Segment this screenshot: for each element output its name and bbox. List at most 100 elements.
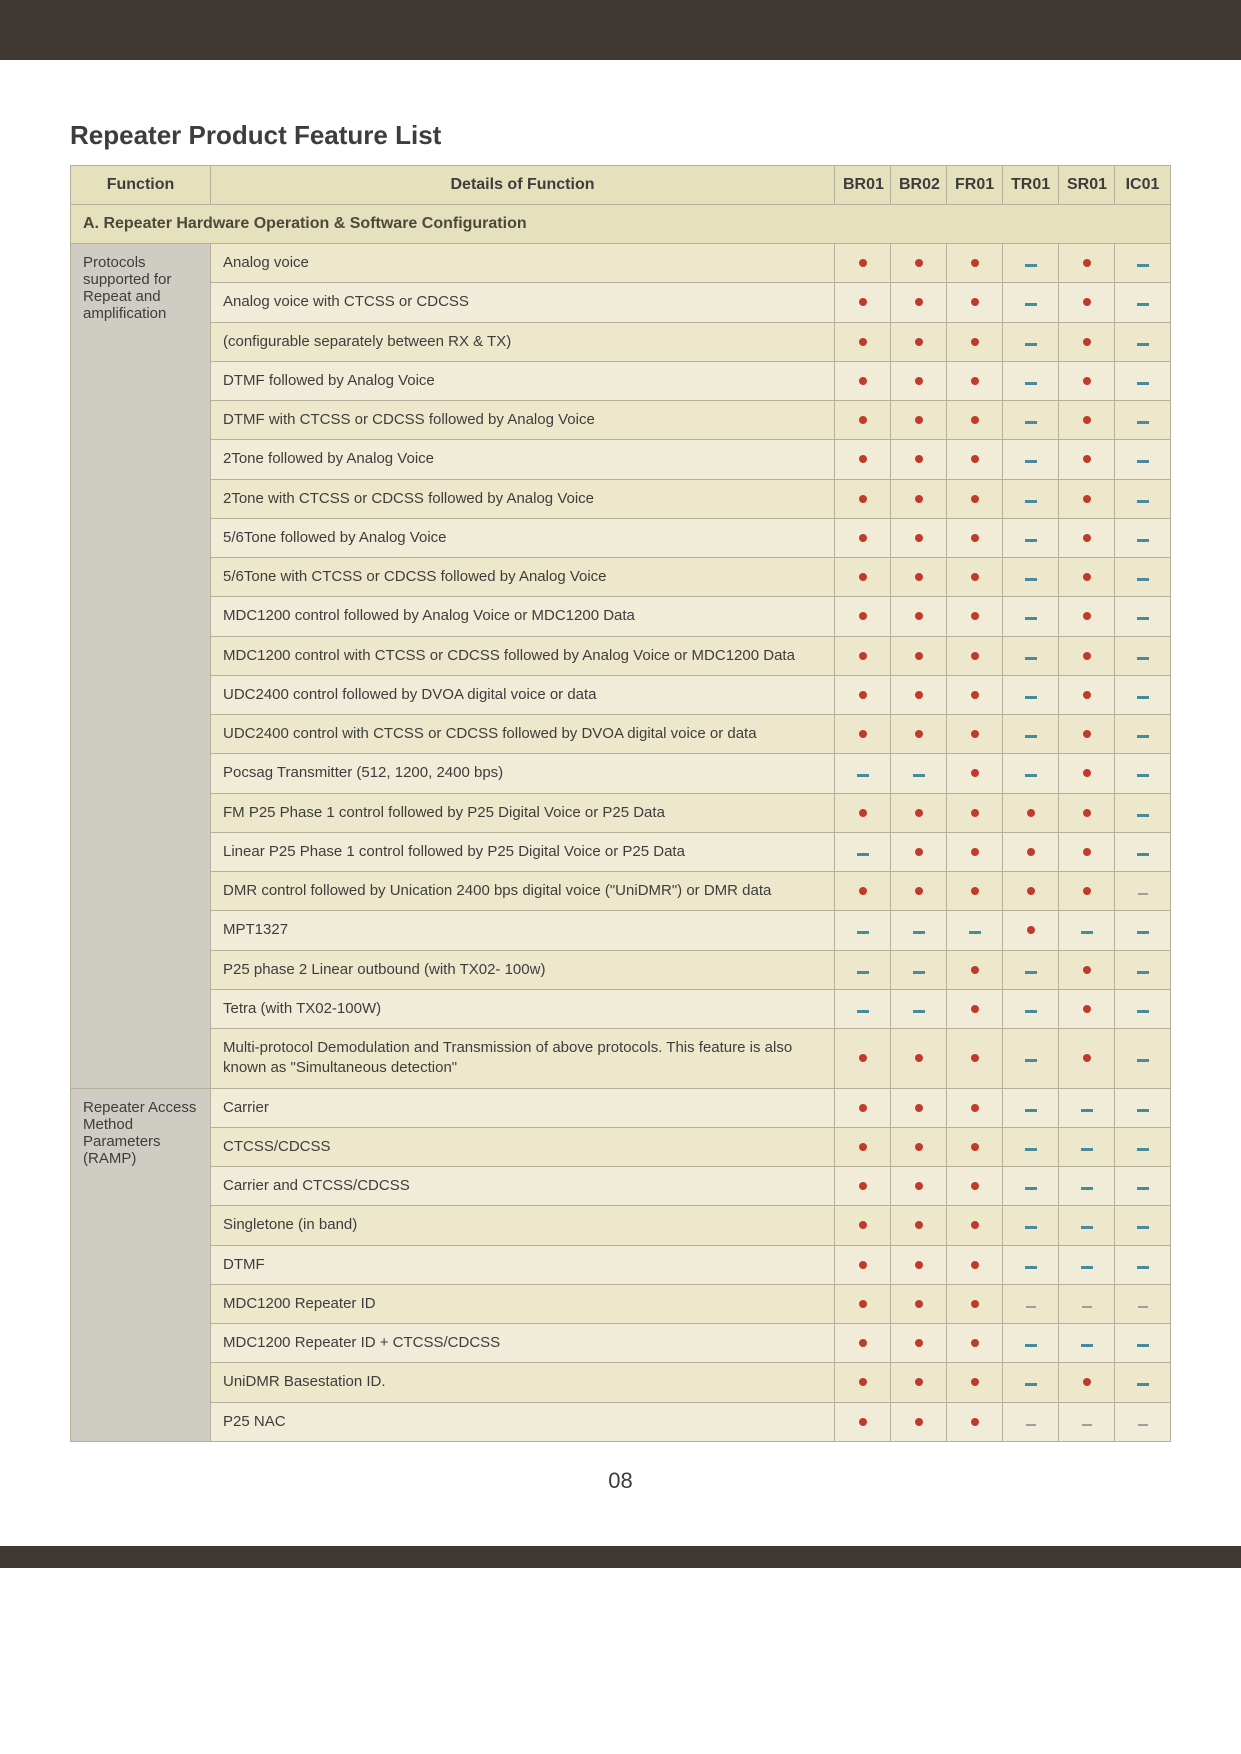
supported-dot-icon: [859, 652, 867, 660]
mark-cell: [947, 1402, 1003, 1441]
detail-cell: UniDMR Basestation ID.: [211, 1363, 835, 1402]
mark-cell: [891, 1324, 947, 1363]
mark-cell: [1003, 793, 1059, 832]
supported-dot-icon: [971, 769, 979, 777]
supported-dot-icon: [971, 338, 979, 346]
table-row: CTCSS/CDCSS: [71, 1127, 1171, 1166]
not-supported-dash-icon: [1137, 774, 1149, 777]
supported-dot-icon: [1027, 848, 1035, 856]
supported-dot-icon: [971, 1104, 979, 1112]
not-supported-dash-icon: [1137, 1226, 1149, 1229]
mark-cell: [1115, 597, 1171, 636]
table-row: Singletone (in band): [71, 1206, 1171, 1245]
detail-cell: FM P25 Phase 1 control followed by P25 D…: [211, 793, 835, 832]
mark-cell: [947, 636, 1003, 675]
mark-cell: [891, 675, 947, 714]
table-row: Carrier and CTCSS/CDCSS: [71, 1167, 1171, 1206]
mark-cell: [1003, 1088, 1059, 1127]
supported-dot-icon: [1083, 573, 1091, 581]
table-row: UniDMR Basestation ID.: [71, 1363, 1171, 1402]
mark-cell: [1003, 440, 1059, 479]
mark-cell: [835, 989, 891, 1028]
mark-cell: [891, 832, 947, 871]
not-supported-dash-icon: [1025, 343, 1037, 346]
mark-cell: [1115, 872, 1171, 911]
not-supported-dash-icon: [1137, 303, 1149, 306]
mark-cell: [947, 401, 1003, 440]
mark-cell: [835, 872, 891, 911]
mark-cell: [1115, 754, 1171, 793]
mark-cell: [947, 989, 1003, 1028]
mark-cell: [835, 754, 891, 793]
mark-cell: [1059, 675, 1115, 714]
mark-cell: [947, 715, 1003, 754]
not-supported-dash-icon: [1137, 1187, 1149, 1190]
mark-cell: [1003, 1324, 1059, 1363]
mark-cell: [891, 1127, 947, 1166]
not-supported-dash-icon: [1025, 578, 1037, 581]
not-supported-dash-icon: [1025, 735, 1037, 738]
mark-cell: [891, 1284, 947, 1323]
mark-cell: [1115, 989, 1171, 1028]
mark-cell: [947, 754, 1003, 793]
not-supported-dash-icon: [1137, 1383, 1149, 1386]
supported-dot-icon: [859, 298, 867, 306]
not-supported-dash-icon: [1081, 1226, 1093, 1229]
mark-cell: [947, 597, 1003, 636]
detail-cell: Analog voice: [211, 244, 835, 283]
supported-dot-icon: [971, 887, 979, 895]
supported-dot-icon: [1083, 887, 1091, 895]
mark-cell: [1003, 558, 1059, 597]
not-supported-dash-icon: [1025, 1148, 1037, 1151]
detail-cell: P25 NAC: [211, 1402, 835, 1441]
mark-cell: [835, 1029, 891, 1089]
not-supported-dash-icon: [1137, 1059, 1149, 1062]
table-row: FM P25 Phase 1 control followed by P25 D…: [71, 793, 1171, 832]
not-supported-dash-icon: [1026, 1424, 1036, 1426]
not-supported-dash-icon: [913, 1010, 925, 1013]
mark-cell: [1115, 1284, 1171, 1323]
supported-dot-icon: [915, 534, 923, 542]
mark-cell: [1115, 1363, 1171, 1402]
mark-cell: [1003, 636, 1059, 675]
not-supported-dash-icon: [1137, 1266, 1149, 1269]
supported-dot-icon: [971, 1378, 979, 1386]
supported-dot-icon: [915, 730, 923, 738]
supported-dot-icon: [859, 573, 867, 581]
supported-dot-icon: [859, 730, 867, 738]
not-supported-dash-icon: [1137, 500, 1149, 503]
mark-cell: [947, 518, 1003, 557]
supported-dot-icon: [971, 455, 979, 463]
mark-cell: [1003, 1127, 1059, 1166]
section-a-title: A. Repeater Hardware Operation & Softwar…: [71, 205, 1171, 244]
supported-dot-icon: [859, 1143, 867, 1151]
supported-dot-icon: [1083, 259, 1091, 267]
not-supported-dash-icon: [913, 971, 925, 974]
mark-cell: [1059, 1245, 1115, 1284]
mark-cell: [947, 361, 1003, 400]
not-supported-dash-icon: [1137, 735, 1149, 738]
not-supported-dash-icon: [1137, 1148, 1149, 1151]
supported-dot-icon: [971, 259, 979, 267]
supported-dot-icon: [859, 1300, 867, 1308]
mark-cell: [1115, 1127, 1171, 1166]
not-supported-dash-icon: [1138, 1306, 1148, 1308]
mark-cell: [1115, 911, 1171, 950]
supported-dot-icon: [1083, 377, 1091, 385]
detail-cell: MDC1200 control followed by Analog Voice…: [211, 597, 835, 636]
supported-dot-icon: [915, 455, 923, 463]
mark-cell: [835, 636, 891, 675]
table-row: UDC2400 control with CTCSS or CDCSS foll…: [71, 715, 1171, 754]
table-row: 2Tone with CTCSS or CDCSS followed by An…: [71, 479, 1171, 518]
supported-dot-icon: [915, 848, 923, 856]
mark-cell: [835, 832, 891, 871]
mark-cell: [947, 283, 1003, 322]
mark-cell: [1003, 1284, 1059, 1323]
mark-cell: [1115, 283, 1171, 322]
mark-cell: [891, 283, 947, 322]
supported-dot-icon: [859, 1182, 867, 1190]
mark-cell: [835, 1206, 891, 1245]
mark-cell: [947, 558, 1003, 597]
table-row: Protocols supported for Repeat and ampli…: [71, 244, 1171, 283]
not-supported-dash-icon: [1137, 617, 1149, 620]
